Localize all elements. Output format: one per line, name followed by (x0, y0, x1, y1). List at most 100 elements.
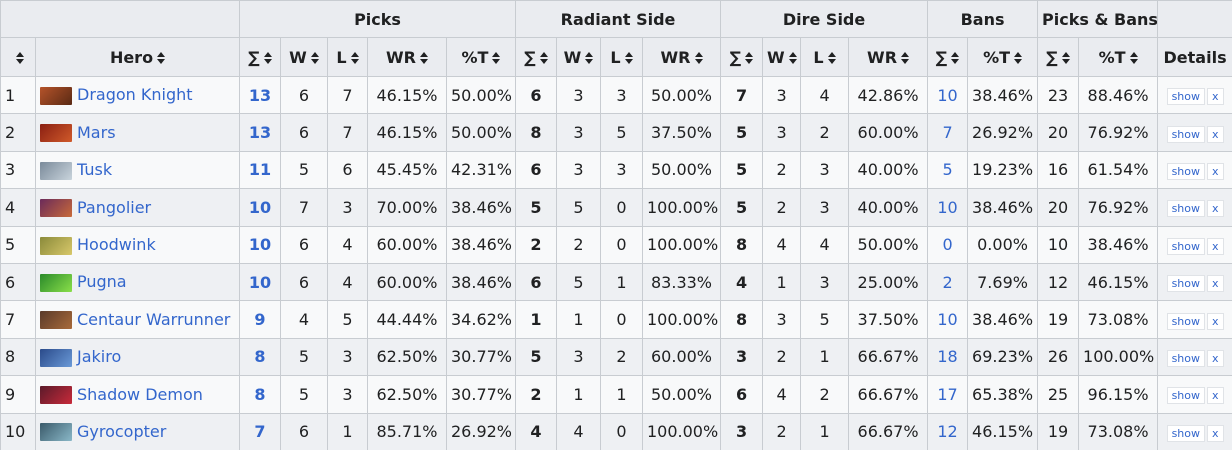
remove-button[interactable]: x (1207, 349, 1224, 367)
hero-link[interactable]: Centaur Warrunner (77, 309, 231, 329)
show-button[interactable]: show (1166, 424, 1206, 442)
column-header[interactable]: WR (848, 37, 929, 77)
column-header[interactable]: W (556, 37, 601, 77)
remove-button[interactable]: x (1207, 387, 1224, 405)
stat-cell[interactable]: 8 (239, 337, 281, 377)
column-header[interactable]: W (280, 37, 328, 77)
column-header[interactable]: L (800, 37, 850, 77)
sort-icon[interactable] (310, 52, 319, 64)
sort-icon[interactable] (16, 52, 24, 64)
stat-cell[interactable]: 13 (239, 75, 281, 115)
column-header[interactable]: WR (367, 37, 447, 77)
column-header[interactable]: L (600, 37, 643, 77)
stat-cell: 5 (800, 300, 850, 339)
stat-cell[interactable]: 12 (927, 412, 969, 450)
show-button[interactable]: show (1166, 387, 1206, 405)
sort-icon[interactable] (1014, 52, 1023, 64)
hero-link[interactable]: Tusk (77, 160, 113, 180)
stat-cell[interactable]: 10 (239, 225, 281, 264)
stat-cell[interactable]: 8 (239, 375, 281, 414)
hero-link[interactable]: Dragon Knight (77, 85, 193, 105)
column-header[interactable]: L (327, 37, 368, 77)
remove-button[interactable]: x (1207, 237, 1224, 255)
column-header[interactable]: %T (1078, 37, 1159, 77)
stat-cell[interactable]: 10 (239, 262, 281, 302)
remove-button[interactable]: x (1207, 312, 1224, 330)
remove-button[interactable]: x (1207, 275, 1224, 293)
hero-link[interactable]: Pugna (77, 272, 127, 292)
column-header[interactable]: %T (967, 37, 1039, 77)
show-button[interactable]: show (1166, 312, 1206, 330)
show-button[interactable]: show (1166, 200, 1206, 218)
stat-cell: 60.00% (848, 113, 929, 152)
stat-cell[interactable]: 5 (927, 150, 969, 190)
column-header[interactable]: ∑ (515, 37, 557, 77)
stat-cell[interactable]: 7 (239, 412, 281, 450)
column-header[interactable]: ∑ (720, 37, 764, 77)
column-header[interactable]: Hero (35, 37, 240, 77)
remove-button[interactable]: x (1207, 88, 1224, 106)
stat-cell: 1 (600, 262, 643, 302)
sort-icon[interactable] (419, 52, 428, 64)
sort-icon[interactable] (1061, 52, 1070, 64)
show-button[interactable]: show (1166, 125, 1206, 143)
show-button[interactable]: show (1166, 237, 1206, 255)
sort-icon[interactable] (492, 52, 501, 64)
hero-link[interactable]: Jakiro (77, 347, 122, 367)
column-header[interactable]: %T (446, 37, 516, 77)
hero-link[interactable]: Pangolier (77, 197, 152, 217)
hero-link[interactable]: Gyrocopter (77, 421, 167, 441)
remove-button[interactable]: x (1207, 200, 1224, 218)
sort-icon[interactable] (539, 52, 548, 64)
sort-icon[interactable] (745, 52, 754, 64)
hero-link[interactable]: Shadow Demon (77, 384, 203, 404)
sort-icon[interactable] (827, 52, 836, 64)
stat-cell: 5 (327, 300, 368, 339)
stat-cell[interactable]: 10 (927, 75, 969, 115)
hero-link[interactable]: Mars (77, 122, 116, 142)
sort-icon[interactable] (585, 52, 594, 64)
column-header[interactable]: WR (641, 37, 722, 77)
stat-cell[interactable]: 17 (927, 375, 969, 414)
sort-icon[interactable] (901, 52, 910, 64)
sort-icon[interactable] (263, 52, 272, 64)
stat-cell: 8 (720, 300, 764, 339)
sort-icon[interactable] (1129, 52, 1138, 64)
details-cell: show x (1157, 188, 1232, 227)
column-header[interactable]: ∑ (927, 37, 969, 77)
stat-cell[interactable]: 11 (239, 150, 281, 190)
sort-icon[interactable] (694, 52, 703, 64)
sort-icon[interactable] (624, 52, 633, 64)
sort-icon[interactable] (788, 52, 797, 64)
show-button[interactable]: show (1166, 162, 1206, 180)
stat-cell[interactable]: 13 (239, 113, 281, 152)
column-header[interactable]: ∑ (239, 37, 281, 77)
stat-cell: 0 (600, 412, 643, 450)
stat-cell[interactable]: 7 (927, 113, 969, 152)
stat-cell[interactable]: 9 (239, 300, 281, 339)
stat-cell: 6 (280, 113, 328, 152)
remove-button[interactable]: x (1207, 424, 1224, 442)
show-button[interactable]: show (1166, 275, 1206, 293)
stat-cell[interactable]: 10 (927, 188, 969, 227)
stat-cell[interactable]: 10 (927, 300, 969, 339)
stat-cell[interactable]: 0 (927, 225, 969, 264)
stat-cell[interactable]: 2 (927, 262, 969, 302)
show-button[interactable]: show (1166, 88, 1206, 106)
sort-icon[interactable] (157, 52, 166, 64)
stat-cell: 16 (1037, 150, 1080, 190)
column-header[interactable]: W (762, 37, 802, 77)
stat-cell[interactable]: 10 (239, 188, 281, 227)
sort-icon[interactable] (350, 52, 359, 64)
remove-button[interactable]: x (1207, 162, 1224, 180)
stat-cell[interactable]: 18 (927, 337, 969, 377)
show-button[interactable]: show (1166, 349, 1206, 367)
stat-cell: 42.31% (446, 150, 516, 190)
hero-icon (40, 273, 72, 292)
stat-cell: 26 (1037, 337, 1080, 377)
column-header[interactable]: ∑ (1037, 37, 1080, 77)
hero-link[interactable]: Hoodwink (77, 235, 156, 254)
sort-icon[interactable] (951, 52, 960, 64)
remove-button[interactable]: x (1207, 125, 1224, 143)
stat-cell: 3 (556, 337, 601, 377)
